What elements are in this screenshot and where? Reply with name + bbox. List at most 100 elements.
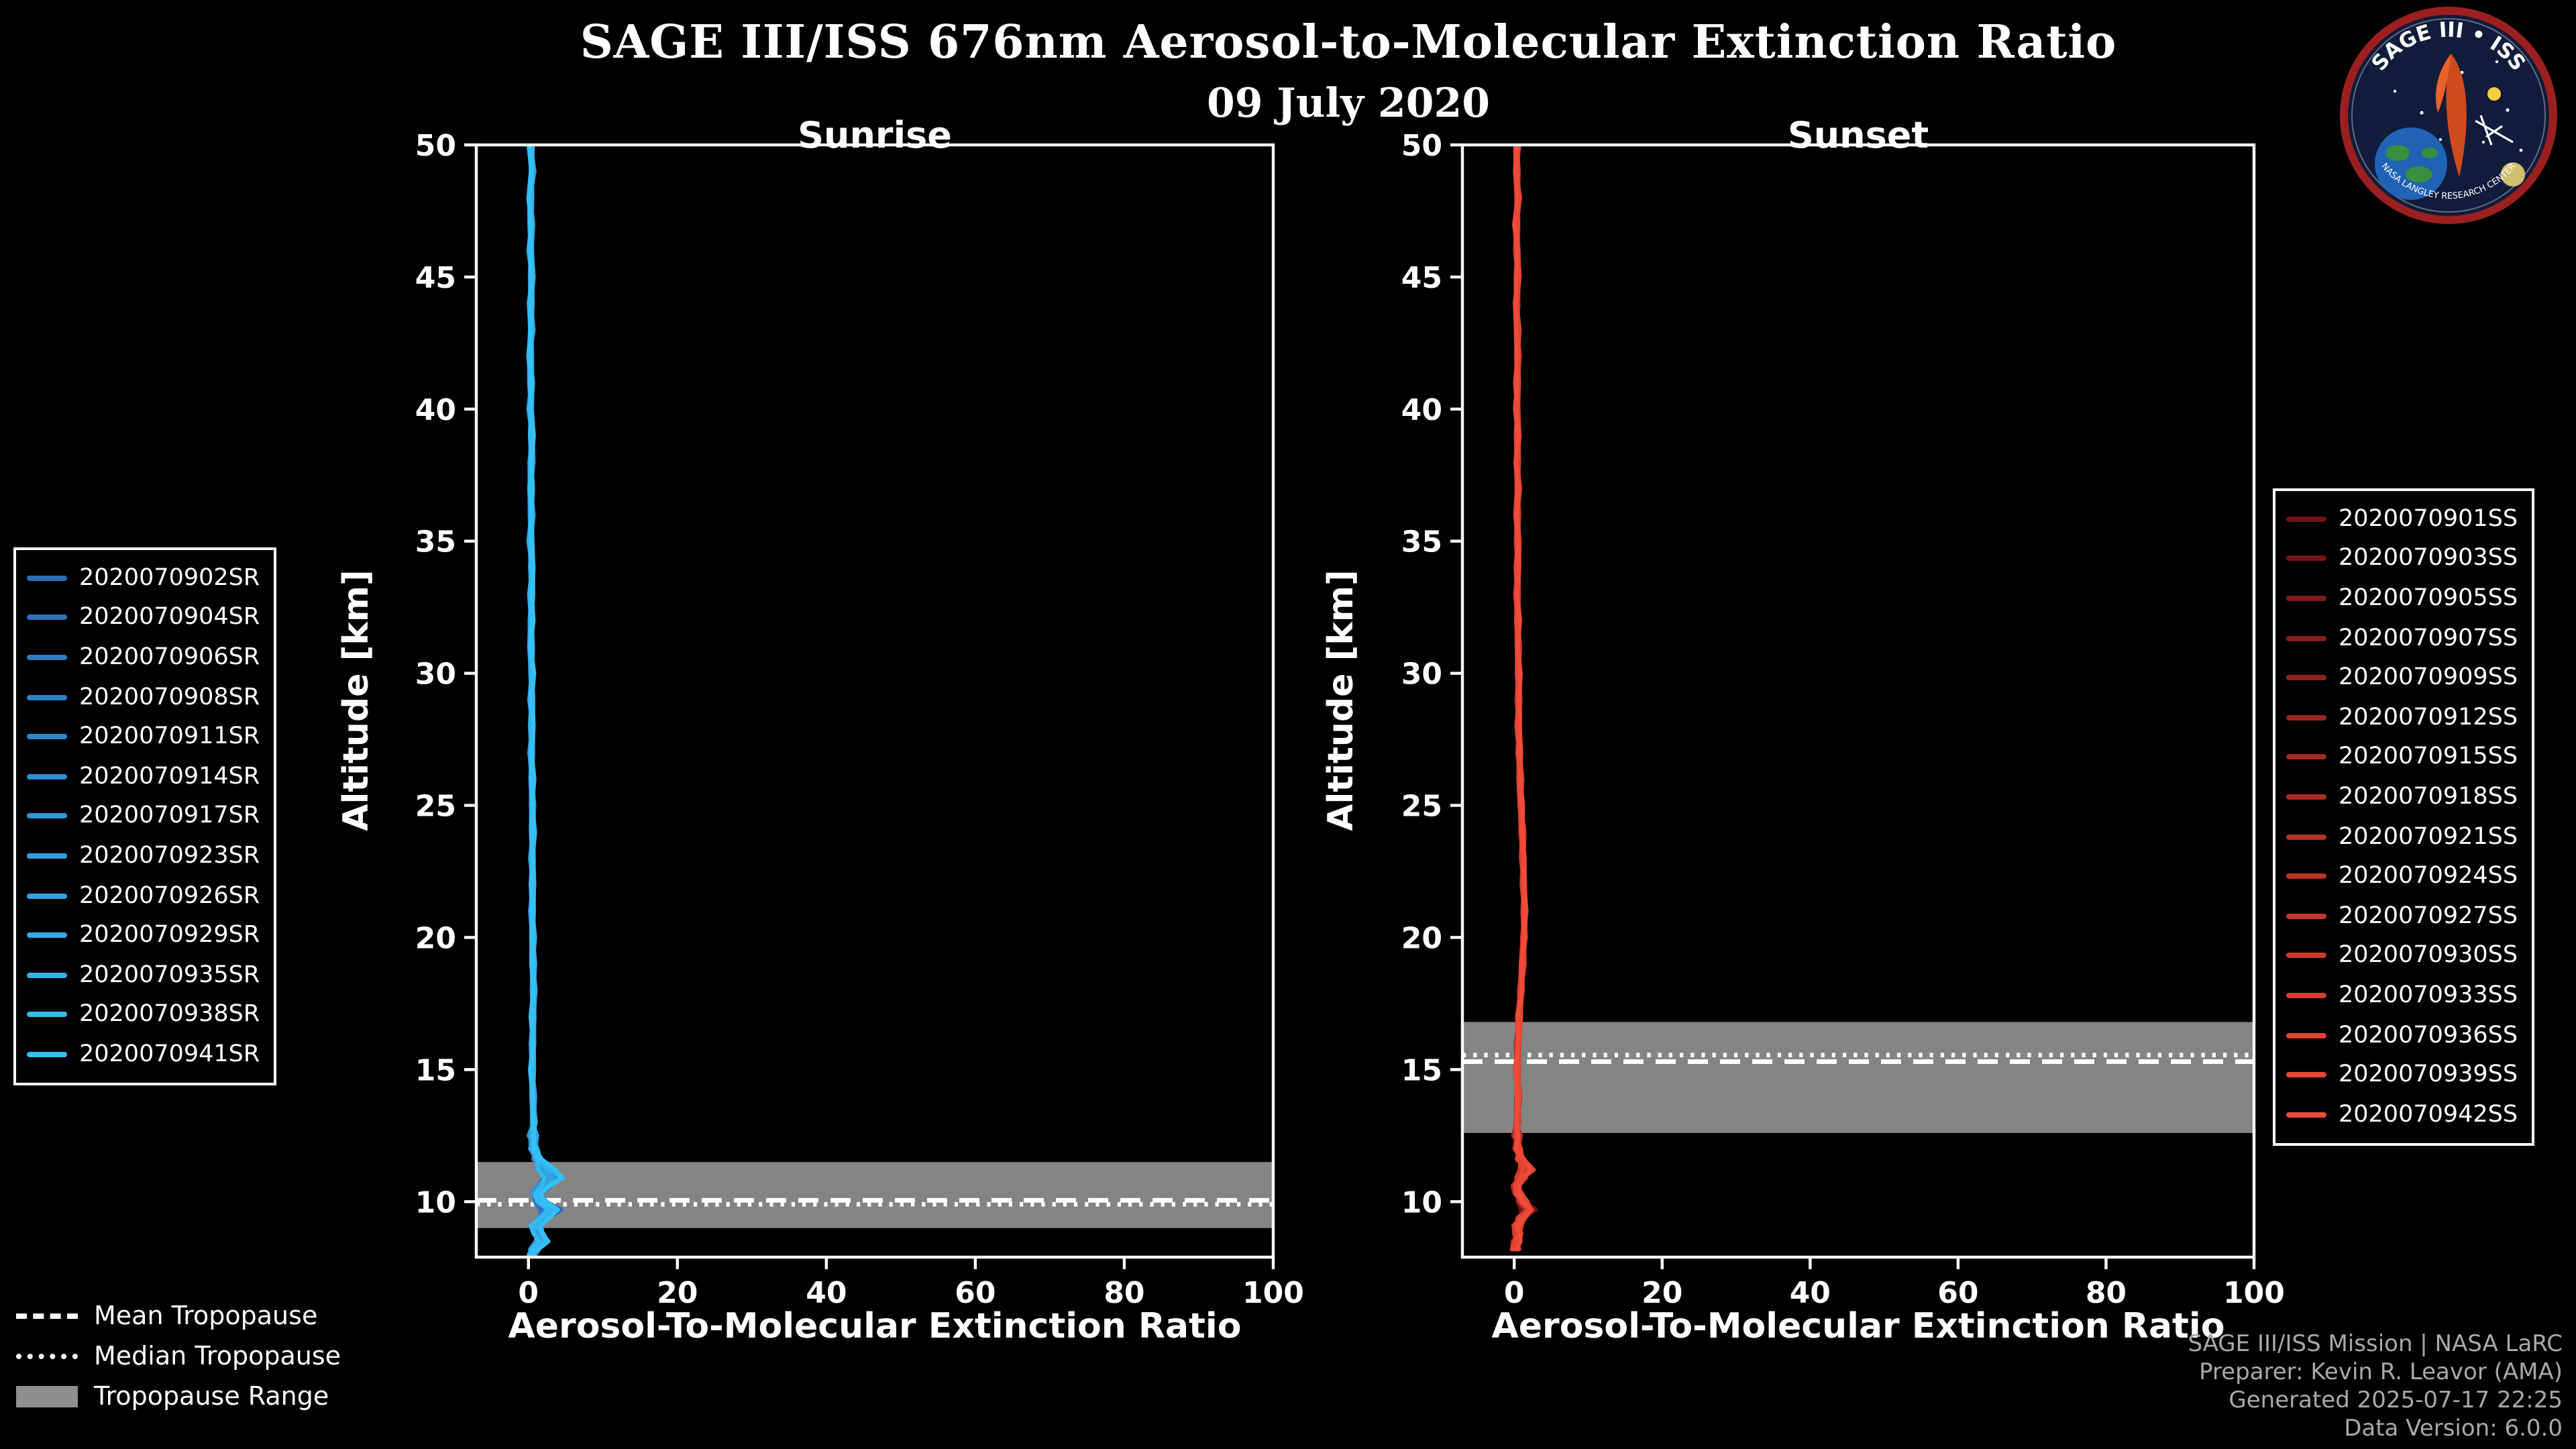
- sunrise-axes-frame: [474, 143, 1275, 1259]
- legend-item: 2020070901SS: [2286, 499, 2518, 539]
- sunset-tropopause-range-band: [1462, 1022, 2254, 1133]
- legend-item-label: 2020070927SS: [2339, 902, 2518, 930]
- legend-item: 2020070921SS: [2286, 817, 2518, 857]
- footer-generated: Generated 2025-07-17 22:25: [2229, 1387, 2563, 1414]
- mean-tropopause-label: Mean Tropopause: [94, 1301, 318, 1331]
- legend-item-label: 2020070908SR: [79, 684, 260, 711]
- y-tick-label: 20: [415, 921, 456, 955]
- legend-item-label: 2020070907SS: [2339, 625, 2518, 652]
- footer-credits: SAGE III/ISS Mission | NASA LaRC Prepare…: [2188, 1331, 2563, 1444]
- y-tick-label: 15: [415, 1053, 456, 1087]
- sunrise-legend: 2020070902SR 2020070904SR 2020070906SR 2020…: [13, 547, 276, 1085]
- x-tick-label: 60: [1937, 1276, 1978, 1310]
- legend-item-label: 2020070918SS: [2339, 783, 2518, 810]
- legend-item-label: 2020070923SR: [79, 842, 260, 869]
- sunrise-tropopause-range-band: [476, 1162, 1273, 1228]
- x-tick-label: 40: [806, 1276, 847, 1310]
- legend-item-label: 2020070905SS: [2339, 584, 2518, 612]
- sunrise-x-axis-label: Aerosol-To-Molecular Extinction Ratio: [508, 1307, 1242, 1347]
- sunrise-profile-line: [527, 145, 564, 1257]
- footer-mission: SAGE III/ISS Mission | NASA LaRC: [2188, 1331, 2563, 1358]
- legend-line-swatch: [27, 932, 67, 938]
- y-tick-label: 35: [1401, 525, 1442, 559]
- legend-item: 2020070941SR: [27, 1034, 260, 1074]
- x-tick-label: 80: [2086, 1276, 2127, 1310]
- tropopause-range-legend-item: Tropopause Range: [16, 1377, 341, 1417]
- footer-data-version: Data Version: 6.0.0: [2344, 1415, 2563, 1442]
- legend-line-swatch: [2286, 953, 2326, 959]
- legend-item-label: 2020070904SR: [79, 604, 260, 631]
- legend-item: 2020070904SR: [27, 598, 260, 637]
- y-tick-label: 20: [1401, 921, 1442, 955]
- figure-icon: [2446, 54, 2467, 177]
- moon-icon: [2501, 162, 2525, 186]
- sunset-legend: 2020070901SS 2020070903SS 2020070905SS 2020…: [2273, 488, 2534, 1145]
- legend-line-swatch: [2286, 913, 2326, 919]
- legend-line-swatch: [2286, 1072, 2326, 1078]
- legend-item-label: 2020070935SR: [79, 961, 260, 989]
- x-tick-label: 80: [1104, 1276, 1144, 1310]
- median-tropopause-label: Median Tropopause: [94, 1342, 341, 1371]
- legend-item: 2020070903SS: [2286, 539, 2518, 578]
- legend-line-swatch: [2286, 595, 2326, 601]
- sunset-plot-area: [1462, 145, 2254, 1252]
- legend-item-label: 2020070917SR: [79, 802, 260, 830]
- legend-item-label: 2020070911SR: [79, 723, 260, 751]
- legend-item-label: 2020070926SR: [79, 882, 260, 910]
- x-tick-label: 40: [1790, 1276, 1831, 1310]
- star-icons: [2393, 60, 2523, 152]
- legend-item-label: 2020070924SS: [2339, 863, 2518, 890]
- y-tick-label: 40: [1401, 393, 1442, 427]
- legend-line-swatch: [2286, 754, 2326, 760]
- legend-line-swatch: [2286, 873, 2326, 879]
- footer-preparer: Preparer: Kevin R. Leavor (AMA): [2199, 1359, 2563, 1386]
- legend-line-swatch: [2286, 992, 2326, 998]
- legend-line-swatch: [27, 734, 67, 740]
- legend-item-label: 2020070909SS: [2339, 664, 2518, 692]
- legend-item-label: 2020070902SR: [79, 564, 260, 592]
- x-tick-label: 0: [1504, 1276, 1525, 1310]
- x-tick-label: 60: [955, 1276, 996, 1310]
- legend-item-label: 2020070921SS: [2339, 823, 2518, 851]
- legend-line-swatch: [27, 654, 67, 660]
- legend-item-label: 2020070901SS: [2339, 505, 2518, 533]
- figure-arm-icon: [2435, 54, 2451, 113]
- legend-item: 2020070939SS: [2286, 1055, 2518, 1095]
- legend-line-swatch: [27, 1012, 67, 1018]
- legend-item: 2020070917SR: [27, 796, 260, 836]
- sunset-profile-line: [1512, 145, 1534, 1252]
- legend-item-label: 2020070915SS: [2339, 743, 2518, 771]
- legend-line-swatch: [2286, 714, 2326, 720]
- logo-inner-ring: [2351, 18, 2546, 213]
- tropopause-legend: Mean Tropopause Median Tropopause Tropop…: [16, 1296, 341, 1417]
- legend-line-swatch: [2286, 1112, 2326, 1118]
- legend-item: 2020070936SS: [2286, 1015, 2518, 1055]
- legend-item-label: 2020070914SR: [79, 763, 260, 790]
- sunset-axes-frame: [1460, 143, 2256, 1259]
- legend-item: 2020070938SR: [27, 995, 260, 1034]
- mean-tropopause-legend-item: Mean Tropopause: [16, 1296, 341, 1336]
- legend-item: 2020070930SS: [2286, 936, 2518, 975]
- legend-line-swatch: [27, 853, 67, 859]
- legend-line-swatch: [2286, 675, 2326, 681]
- legend-item: 2020070909SS: [2286, 658, 2518, 698]
- legend-item: 2020070929SR: [27, 916, 260, 955]
- y-tick-label: 10: [415, 1185, 456, 1220]
- legend-item: 2020070935SR: [27, 955, 260, 995]
- legend-item-label: 2020070929SR: [79, 922, 260, 949]
- legend-item: 2020070924SS: [2286, 857, 2518, 896]
- legend-item-label: 2020070939SS: [2339, 1061, 2518, 1089]
- sunset-panel-title: Sunset: [1787, 115, 1929, 157]
- legend-item: 2020070927SS: [2286, 896, 2518, 936]
- y-tick-label: 30: [415, 657, 456, 692]
- y-tick-label: 35: [415, 525, 456, 559]
- y-tick-label: 50: [1401, 129, 1442, 163]
- legend-item: 2020070912SS: [2286, 698, 2518, 737]
- date-subtitle: 09 July 2020: [1207, 80, 1490, 127]
- x-tick-label: 100: [2223, 1276, 2285, 1310]
- legend-line-swatch: [2286, 635, 2326, 641]
- y-tick-label: 40: [415, 393, 456, 427]
- tropopause-range-label: Tropopause Range: [94, 1382, 329, 1411]
- legend-item: 2020070906SR: [27, 637, 260, 677]
- legend-item-label: 2020070942SS: [2339, 1101, 2518, 1128]
